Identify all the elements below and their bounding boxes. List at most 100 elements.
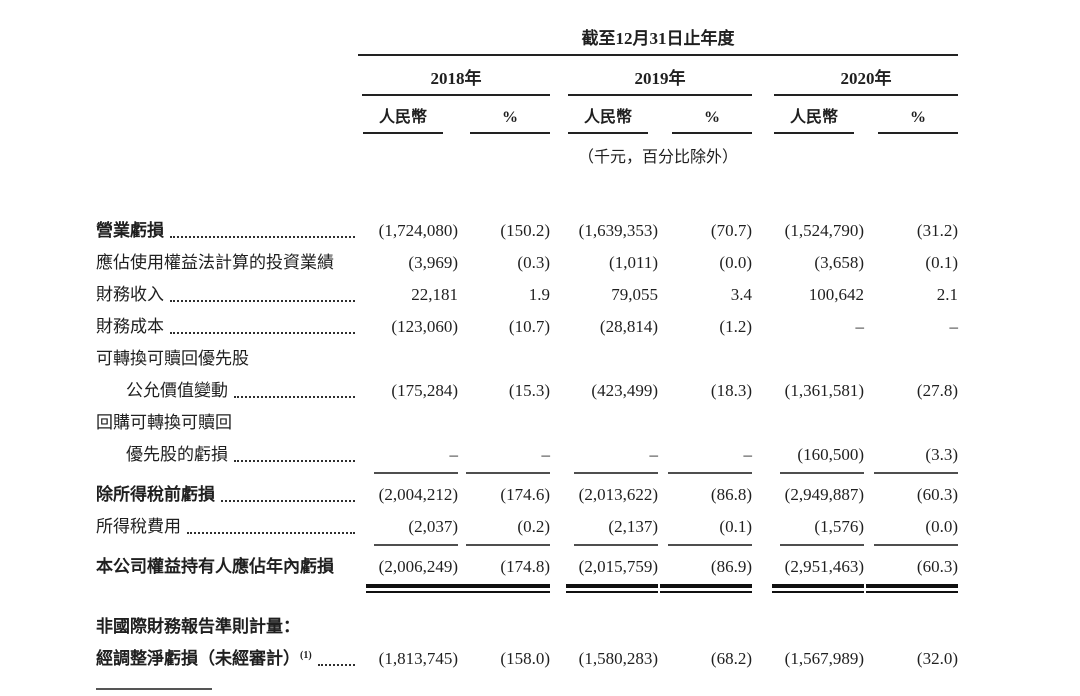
row-share-of-equity-method-investments: 應佔使用權益法計算的投資業績 (3,969) (0.3) (1,011) (0.… — [96, 246, 958, 278]
double-rule — [866, 584, 958, 593]
subheader-2019-rmb: 人民幣 — [568, 107, 648, 134]
footnote-ref-1: (1) — [300, 650, 312, 661]
cell-2020-rmb: (1,361,581) — [784, 381, 864, 400]
row-label: 非國際財務報告準則計量： — [96, 617, 300, 636]
row-label: 財務成本 — [96, 317, 164, 336]
cell-2020-pct: (31.2) — [916, 221, 958, 240]
cell-2020-pct: (60.3) — [916, 557, 958, 576]
cell-2019-rmb: (1,011) — [609, 253, 658, 272]
subheader-2020-pct: % — [878, 107, 958, 134]
column-rule — [874, 544, 958, 546]
cell-2019-pct: (86.9) — [710, 557, 752, 576]
row-label: 營業虧損 — [96, 221, 164, 240]
row-label: 應佔使用權益法計算的投資業績 — [96, 253, 334, 272]
column-rule — [780, 544, 864, 546]
cell-2019-pct: (70.7) — [710, 221, 752, 240]
cell-2018-pct: (158.0) — [500, 649, 550, 668]
table-body: 營業虧損 (1,724,080) (150.2) (1,639,353) (70… — [96, 214, 958, 690]
cell-2018-rmb: (2,004,212) — [378, 485, 458, 504]
double-rule — [458, 584, 550, 593]
dot-leader — [221, 500, 355, 502]
cell-2020-rmb: (2,949,887) — [784, 485, 864, 504]
cell-2018-pct: (10.7) — [508, 317, 550, 336]
cell-2018-pct: (0.2) — [517, 517, 550, 536]
header-spacer — [96, 134, 358, 170]
double-rule — [660, 584, 752, 593]
double-rule — [366, 584, 458, 593]
dot-leader — [170, 332, 355, 334]
cell-2020-rmb: (1,567,989) — [784, 649, 864, 668]
table-header-subcolumns: 人民幣 % 人民幣 % 人民幣 % — [96, 96, 958, 134]
cell-2018-rmb: (3,969) — [408, 253, 458, 272]
cell-2018-pct: (15.3) — [508, 381, 550, 400]
subheader-2020-rmb: 人民幣 — [774, 107, 854, 134]
cell-2019-pct: (68.2) — [710, 649, 752, 668]
row-adjusted-net-loss: 經調整淨虧損（未經審計）(1) (1,813,745) (158.0) (1,5… — [96, 642, 958, 674]
column-rule — [374, 472, 458, 474]
column-rule — [574, 544, 658, 546]
column-rule — [780, 472, 864, 474]
header-spacer — [96, 0, 358, 56]
unit-note: （千元，百分比除外） — [577, 149, 738, 166]
cell-2019-pct: – — [743, 445, 753, 464]
cell-2018-rmb: (1,813,745) — [378, 649, 458, 668]
row-label: 經調整淨虧損（未經審計）(1) — [96, 649, 312, 668]
dot-leader — [170, 236, 355, 238]
cell-2018-rmb: – — [449, 445, 459, 464]
cell-2020-pct: (0.0) — [925, 517, 958, 536]
column-rule — [466, 472, 550, 474]
dot-leader — [317, 664, 355, 666]
cell-2018-rmb: 22,181 — [411, 285, 458, 304]
cell-2019-pct: (1.2) — [719, 317, 752, 336]
cell-2020-pct: (60.3) — [916, 485, 958, 504]
dot-leader — [170, 300, 355, 302]
column-rule — [466, 544, 550, 546]
cell-2020-rmb: (3,658) — [814, 253, 864, 272]
section-gap — [96, 598, 958, 610]
cell-2018-pct: (174.6) — [500, 485, 550, 504]
row-non-ifrs-heading: 非國際財務報告準則計量： — [96, 610, 958, 642]
subheader-2019-pct: % — [672, 107, 752, 134]
column-rule — [668, 472, 752, 474]
column-rule — [874, 472, 958, 474]
cell-2019-rmb: (2,015,759) — [578, 557, 658, 576]
row-cr-preferred-fv-change-line2: 公允價值變動 (175,284) (15.3) (423,499) (18.3)… — [96, 374, 958, 406]
cell-2020-pct: – — [949, 317, 959, 336]
row-cr-preferred-fv-change-line1: 可轉換可贖回優先股 — [96, 342, 958, 374]
row-label: 本公司權益持有人應佔年內虧損 — [96, 557, 334, 576]
cell-2019-rmb: (423,499) — [591, 381, 658, 400]
cell-2019-pct: (18.3) — [710, 381, 752, 400]
cell-2018-pct: – — [541, 445, 551, 464]
cell-2018-pct: 1.9 — [528, 285, 550, 304]
cell-2019-rmb: – — [649, 445, 659, 464]
row-operating-loss: 營業虧損 (1,724,080) (150.2) (1,639,353) (70… — [96, 214, 958, 246]
row-label: 回購可轉換可贖回 — [96, 413, 232, 432]
total-double-rule-row — [96, 582, 958, 598]
cell-2020-rmb: (160,500) — [797, 445, 864, 464]
row-loss-attributable-to-equity-holders: 本公司權益持有人應佔年內虧損 (2,006,249) (174.8) (2,01… — [96, 550, 958, 582]
year-header-2018: 2018年 — [362, 67, 550, 96]
cell-2018-rmb: (175,284) — [391, 381, 458, 400]
year-header-2020: 2020年 — [774, 67, 958, 96]
row-label: 除所得稅前虧損 — [96, 485, 215, 504]
year-header-2019: 2019年 — [568, 67, 752, 96]
cell-2020-pct: (27.8) — [916, 381, 958, 400]
financial-summary-table: 截至12月31日止年度 2018年 2019年 2020年 人民幣 % 人民幣 … — [96, 0, 958, 690]
cell-2019-rmb: (28,814) — [599, 317, 658, 336]
dot-leader — [234, 396, 355, 398]
header-spacer — [96, 107, 358, 134]
row-label: 所得稅費用 — [96, 517, 181, 536]
cell-2019-rmb: (1,639,353) — [578, 221, 658, 240]
cell-2020-pct: (32.0) — [916, 649, 958, 668]
cell-2020-rmb: (1,524,790) — [784, 221, 864, 240]
row-label: 財務收入 — [96, 285, 164, 304]
cell-2018-pct: (174.8) — [500, 557, 550, 576]
table-header-years: 2018年 2019年 2020年 — [96, 56, 958, 96]
cell-2018-rmb: (2,037) — [408, 517, 458, 536]
row-loss-before-income-tax: 除所得稅前虧損 (2,004,212) (174.6) (2,013,622) … — [96, 478, 958, 510]
cell-2020-pct: 2.1 — [936, 285, 958, 304]
cell-2020-rmb: (1,576) — [814, 517, 864, 536]
cell-2019-rmb: (2,137) — [608, 517, 658, 536]
row-label: 優先股的虧損 — [126, 445, 228, 464]
